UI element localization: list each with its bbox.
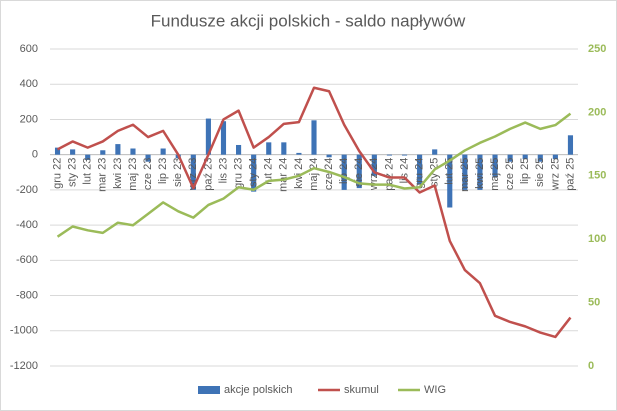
x-tick-label: maj 25 bbox=[489, 158, 501, 191]
y2-tick-label: 200 bbox=[588, 106, 606, 118]
bar bbox=[462, 154, 468, 190]
bar bbox=[567, 135, 574, 155]
y2-tick-label: 50 bbox=[588, 297, 600, 309]
x-tick-label: gru 22 bbox=[51, 158, 63, 189]
x-tick-label: mar 23 bbox=[97, 158, 109, 192]
bar bbox=[311, 120, 317, 155]
x-tick-label: wrz 25 bbox=[549, 158, 561, 191]
bar bbox=[205, 118, 211, 155]
x-tick-label: sie 24 bbox=[353, 158, 365, 187]
x-tick-label: mar 24 bbox=[278, 158, 290, 192]
bar bbox=[401, 154, 408, 156]
bar bbox=[266, 142, 272, 155]
x-tick-label: lut 23 bbox=[82, 158, 94, 185]
x-tick-label: sty 25 bbox=[429, 158, 441, 187]
x-tick-label: lis 24 bbox=[398, 158, 410, 184]
legend-swatch bbox=[198, 386, 220, 394]
y-tick-label: 0 bbox=[32, 149, 38, 161]
x-tick-label: sty 23 bbox=[67, 158, 79, 187]
x-tick-label: sie 23 bbox=[172, 158, 184, 187]
x-tick-label: lut 24 bbox=[263, 158, 275, 185]
y2-tick-label: 250 bbox=[588, 43, 606, 55]
y-tick-label: -800 bbox=[16, 289, 38, 301]
bar bbox=[417, 154, 423, 185]
bar bbox=[432, 149, 438, 155]
x-tick-label: maj 23 bbox=[127, 158, 139, 191]
bar bbox=[236, 144, 242, 155]
x-tick-label: sty 24 bbox=[248, 158, 260, 187]
line-series bbox=[56, 112, 572, 238]
bar bbox=[522, 154, 528, 160]
bar bbox=[115, 144, 121, 155]
bar bbox=[552, 154, 558, 160]
x-tick-label: lip 25 bbox=[519, 158, 531, 184]
bar bbox=[251, 154, 257, 192]
x-tick-label: cze 24 bbox=[323, 158, 335, 190]
legend-label: skumul bbox=[344, 384, 379, 396]
y-tick-label: 600 bbox=[20, 43, 38, 55]
bar bbox=[296, 152, 302, 155]
bar bbox=[70, 149, 76, 155]
y-tick-label: -600 bbox=[16, 254, 38, 266]
y-tick-label: -1200 bbox=[10, 360, 38, 372]
chart-title: Fundusze akcji polskich - saldo napływów bbox=[151, 11, 466, 30]
y-tick-label: 400 bbox=[20, 78, 38, 90]
bar bbox=[537, 154, 543, 162]
x-tick-label: cze 23 bbox=[142, 158, 154, 190]
x-tick-label: kwi 23 bbox=[112, 158, 124, 189]
line-series bbox=[56, 86, 572, 339]
x-tick-label: gru 23 bbox=[232, 158, 244, 189]
bar bbox=[356, 154, 362, 189]
y-tick-label: -400 bbox=[16, 219, 38, 231]
x-tick-label: sie 25 bbox=[534, 158, 546, 187]
y-tick-label: -1000 bbox=[10, 325, 38, 337]
y2-tick-label: 0 bbox=[588, 360, 594, 372]
bar bbox=[341, 154, 347, 190]
x-tick-label: kwi 25 bbox=[474, 158, 486, 189]
y2-tick-label: 150 bbox=[588, 170, 606, 182]
bar bbox=[190, 154, 196, 190]
bar bbox=[54, 147, 61, 155]
bar bbox=[326, 154, 332, 158]
x-tick-label: mar 25 bbox=[459, 158, 471, 192]
bar bbox=[386, 154, 392, 156]
bar bbox=[100, 150, 106, 155]
y-tick-label: 200 bbox=[20, 113, 38, 125]
bar bbox=[477, 154, 483, 190]
x-tick-label: paź 23 bbox=[202, 158, 214, 191]
x-tick-label: maj 24 bbox=[308, 158, 320, 191]
x-tick-label: lis 23 bbox=[217, 158, 229, 184]
x-tick-label: gru 24 bbox=[414, 158, 426, 189]
x-tick-label: lut 25 bbox=[444, 158, 456, 185]
bar bbox=[281, 142, 287, 155]
x-tick-label: paź 25 bbox=[564, 158, 576, 191]
bar bbox=[145, 154, 151, 162]
y-tick-label: -200 bbox=[16, 184, 38, 196]
bar bbox=[160, 148, 166, 155]
bar bbox=[371, 154, 377, 176]
y2-tick-label: 100 bbox=[588, 233, 606, 245]
x-tick-label: paź 24 bbox=[383, 158, 395, 191]
x-tick-label: lip 23 bbox=[157, 158, 169, 184]
bar bbox=[220, 121, 227, 155]
bar bbox=[130, 148, 136, 155]
bar bbox=[85, 154, 91, 160]
bar bbox=[507, 154, 513, 162]
bar bbox=[447, 154, 453, 208]
legend-label: akcje polskich bbox=[224, 384, 292, 396]
legend-label: WIG bbox=[424, 384, 446, 396]
bar bbox=[492, 154, 498, 178]
x-tick-label: kwi 24 bbox=[293, 158, 305, 189]
x-tick-label: cze 25 bbox=[504, 158, 516, 190]
